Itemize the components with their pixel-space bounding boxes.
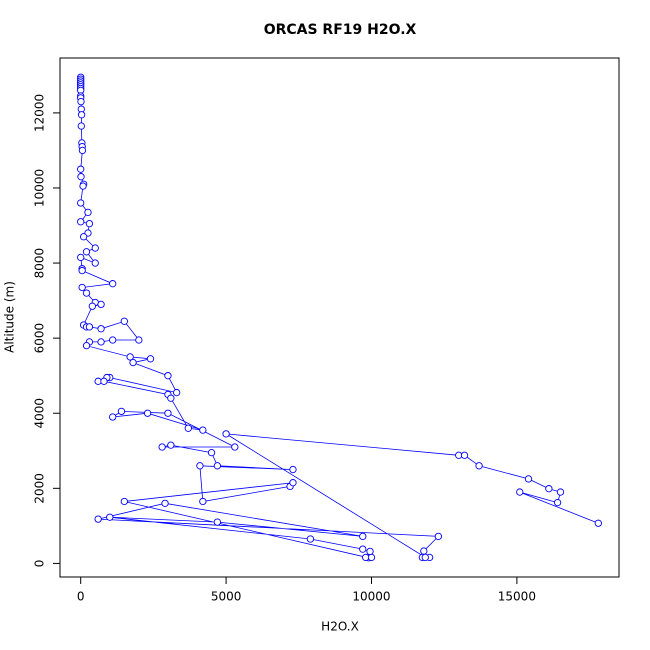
data-point: [97, 300, 105, 309]
data-point: [79, 182, 87, 190]
data-point: [91, 259, 99, 267]
data-point: [77, 97, 85, 106]
data-point: [78, 283, 86, 292]
data-point: [167, 394, 175, 402]
data-point: [553, 498, 562, 507]
data-point: [207, 449, 216, 457]
data-point: [117, 407, 126, 416]
data-point: [420, 547, 428, 555]
data-point: [97, 325, 105, 333]
data-point: [556, 488, 565, 496]
data-point: [82, 248, 91, 256]
data-point: [289, 465, 297, 474]
data-point: [109, 280, 117, 288]
data-line: [79, 77, 599, 559]
chart-title: ORCAS RF19 H2O.X: [264, 22, 417, 38]
y-tick-label: 2000: [33, 473, 47, 504]
data-point: [594, 519, 602, 527]
data-point: [85, 219, 94, 228]
data-point: [78, 146, 87, 155]
data-point: [88, 302, 96, 310]
data-point: [146, 355, 155, 363]
data-point: [199, 497, 207, 506]
data-point: [213, 462, 222, 470]
data-point: [97, 338, 105, 346]
data-point: [126, 353, 134, 361]
y-tick-label: 6000: [33, 323, 47, 354]
data-point: [77, 122, 85, 130]
data-point: [143, 409, 152, 417]
x-tick-label: 15000: [498, 590, 536, 604]
data-point: [109, 336, 117, 344]
data-point: [184, 424, 192, 432]
data-point: [164, 372, 172, 380]
data-point: [84, 208, 92, 217]
data-point: [231, 443, 239, 451]
y-tick-label: 8000: [33, 248, 47, 279]
x-axis-label: H2O.X: [321, 620, 359, 634]
data-point: [545, 485, 553, 493]
data-point: [77, 173, 85, 181]
data-point: [77, 199, 85, 207]
data-point: [173, 388, 181, 397]
y-tick-label: 12000: [33, 94, 47, 132]
data-point: [85, 323, 94, 331]
data-point: [367, 553, 376, 562]
data-point: [78, 266, 86, 275]
data-point: [524, 475, 533, 483]
data-point: [460, 451, 469, 459]
data-point: [434, 532, 443, 541]
data-point: [82, 289, 91, 297]
data-point: [77, 253, 85, 262]
data-point: [161, 499, 169, 507]
x-tick-label: 0: [77, 590, 85, 604]
data-point: [306, 535, 315, 543]
data-point: [77, 218, 85, 226]
data-point: [109, 413, 117, 421]
data-point: [106, 513, 114, 521]
data-point: [289, 479, 297, 487]
data-point: [100, 377, 108, 385]
x-tick-label: 5000: [211, 590, 242, 604]
data-point: [120, 497, 128, 506]
x-tick-label: 10000: [352, 590, 390, 604]
data-point: [135, 336, 143, 344]
data-point: [120, 317, 128, 325]
data-point: [79, 233, 88, 241]
data-point: [516, 488, 524, 496]
data-point: [222, 430, 230, 438]
data-point: [475, 462, 483, 470]
y-tick-label: 0: [33, 560, 47, 568]
y-tick-label: 4000: [33, 398, 47, 429]
data-point: [82, 342, 91, 350]
data-point: [199, 426, 207, 434]
data-point: [167, 441, 175, 449]
data-point: [366, 547, 374, 556]
data-point: [421, 553, 429, 562]
data-point: [164, 409, 172, 417]
y-tick-label: 10000: [33, 169, 47, 207]
data-point: [359, 532, 367, 541]
y-axis-label: Altitude (m): [3, 281, 17, 353]
data-point: [77, 111, 86, 119]
data-point: [91, 244, 99, 252]
data-point: [359, 545, 367, 553]
data-point: [77, 165, 85, 173]
data-point: [196, 462, 204, 470]
data-point: [129, 358, 137, 367]
data-point: [94, 515, 102, 523]
data-point: [213, 518, 222, 526]
data-point: [158, 443, 166, 451]
